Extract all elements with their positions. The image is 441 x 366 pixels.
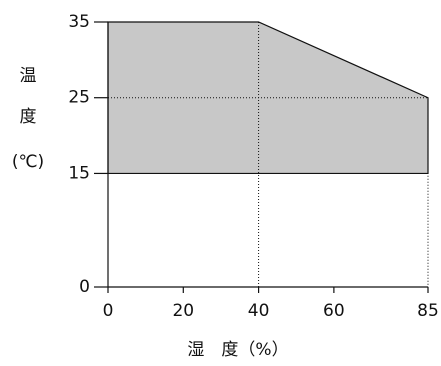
x-tick-label: 20 (172, 301, 194, 321)
y-tick-label: 15 (68, 163, 90, 183)
x-tick-label: 60 (323, 301, 345, 321)
x-tick-label: 85 (417, 301, 439, 321)
y-tick-label: 35 (68, 12, 90, 32)
y-axis-label: 温 (20, 66, 37, 86)
y-tick-label: 0 (79, 277, 90, 297)
y-axis-label: (℃) (12, 152, 44, 172)
y-axis-label: 度 (20, 107, 37, 127)
y-tick-label: 25 (68, 88, 90, 108)
x-axis-label: 湿 度（%） (187, 340, 288, 360)
x-tick-label: 40 (248, 301, 270, 321)
x-tick-label: 0 (103, 301, 114, 321)
